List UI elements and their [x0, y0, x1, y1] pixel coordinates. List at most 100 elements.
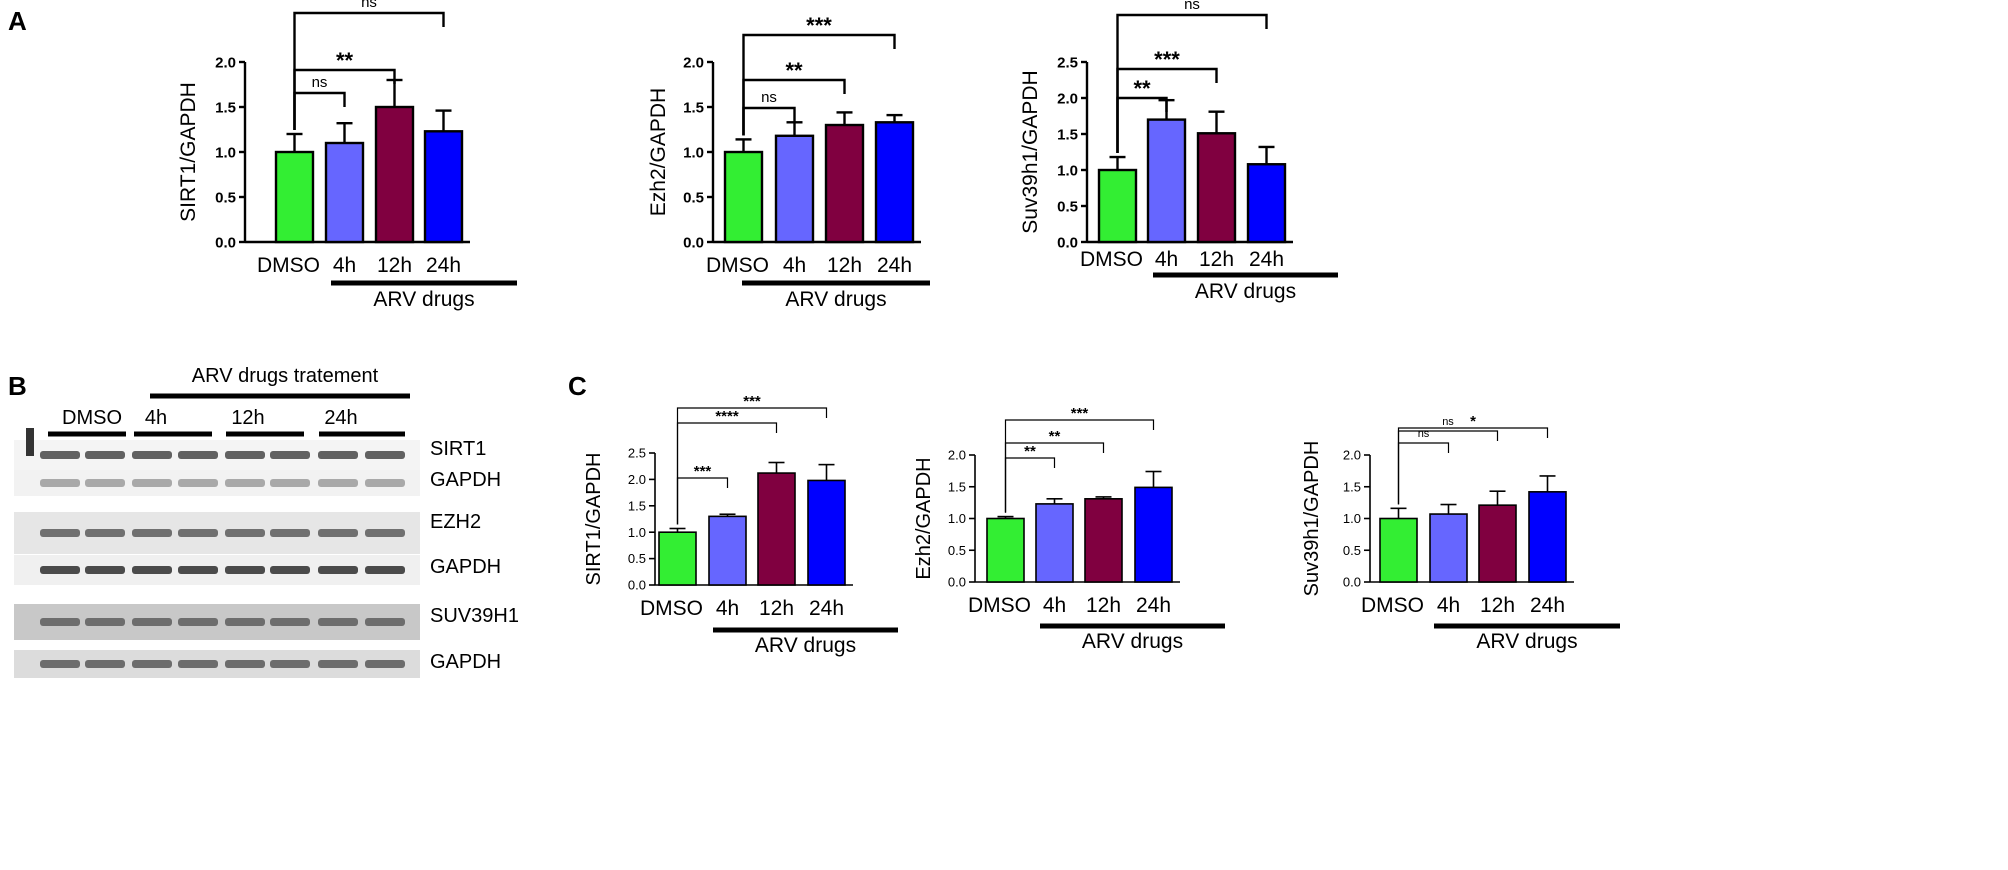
significance-bracket [1397, 430, 1499, 505]
blot-band [40, 660, 80, 668]
blot-band [365, 618, 405, 626]
x-tick-label: 24h [809, 597, 844, 620]
blot-row-label: GAPDH [430, 651, 501, 673]
blot-band [178, 451, 218, 459]
bar-24h [1246, 163, 1287, 244]
significance-bracket [1116, 13, 1268, 154]
y-tick-label: 2.0 [1057, 90, 1078, 107]
x-tick-label: 4h [783, 254, 806, 277]
y-tick-label: 2.0 [948, 448, 966, 463]
significance-bracket [742, 33, 896, 136]
blot-band [225, 479, 265, 487]
significance-label: ** [1049, 428, 1061, 445]
blot-band [365, 660, 405, 668]
bar-4h [774, 134, 815, 244]
significance-bracket [676, 407, 828, 525]
blot-row-label: GAPDH [430, 556, 501, 578]
x-tick-label: DMSO [640, 597, 703, 620]
blot-band [85, 566, 125, 574]
y-axis-label: Suv39h1/GAPDH [1301, 441, 1323, 597]
blot-band [365, 479, 405, 487]
blot-band [85, 529, 125, 537]
blot-band [365, 451, 405, 459]
significance-label: *** [806, 13, 832, 38]
x-tick-label: 12h [1199, 248, 1234, 271]
group-label: ARV drugs [755, 634, 856, 657]
x-tick-label: 24h [877, 254, 912, 277]
significance-label: *** [694, 463, 712, 480]
y-axis-label: Ezh2/GAPDH [647, 88, 670, 216]
blot-row-sirt1: SIRT1 [14, 438, 486, 470]
y-tick-label: 1.0 [1343, 511, 1361, 526]
x-tick-label: 24h [426, 254, 461, 277]
blot-band [270, 566, 310, 574]
bar-dmso [986, 517, 1025, 583]
blot-row-label: EZH2 [430, 511, 481, 533]
y-tick-label: 1.5 [1343, 479, 1361, 494]
significance-bracket [293, 91, 346, 130]
blot-band [225, 566, 265, 574]
significance-label: ** [336, 48, 354, 73]
significance-label: *** [1154, 47, 1180, 72]
x-tick-label: DMSO [706, 254, 769, 277]
bar-4h [1035, 503, 1074, 583]
y-tick-label: 0.0 [215, 234, 236, 251]
x-tick-label: DMSO [257, 254, 320, 277]
bar-12h [757, 472, 796, 586]
lane-group-label: 4h [145, 407, 167, 429]
x-tick-label: DMSO [1361, 594, 1424, 617]
y-tick-label: 1.0 [683, 144, 704, 161]
y-tick-label: 2.0 [1343, 448, 1361, 463]
y-tick-label: 1.5 [683, 99, 704, 116]
blot-band [318, 618, 358, 626]
y-axis-label: SIRT1/GAPDH [583, 453, 605, 586]
y-tick-label: 0.0 [948, 575, 966, 590]
blot-band [318, 566, 358, 574]
lane-group-label: DMSO [62, 407, 122, 429]
bar-chart-sirt1-gapdh: 0.0 0.5 1.0 1.5 2.0 SIRT1/GAPDH DMSO 4h 12h 24h AR… [177, 0, 517, 311]
blot-band [132, 479, 172, 487]
y-axis-label: Ezh2/GAPDH [913, 457, 935, 579]
bar-12h [824, 123, 865, 244]
group-label: ARV drugs [1082, 630, 1183, 653]
charts: 0.0 0.5 1.0 1.5 2.0 SIRT1/GAPDH DMSO 4h 12h 24h AR… [177, 0, 1620, 657]
blot-band [40, 566, 80, 574]
significance-label: ns [361, 0, 377, 11]
bar-dmso [1379, 517, 1418, 583]
blot-band [270, 479, 310, 487]
bar-12h [374, 105, 415, 244]
y-tick-label: 1.5 [948, 479, 966, 494]
significance-label: ns [1184, 0, 1200, 13]
significance-label: ** [1024, 443, 1036, 460]
lane-group-label: 24h [324, 407, 357, 429]
blot-band [85, 451, 125, 459]
y-tick-label: 1.5 [1057, 126, 1078, 143]
blot-band [225, 660, 265, 668]
y-tick-label: 2.0 [628, 472, 646, 487]
bar-dmso [274, 150, 315, 244]
blot-band [365, 529, 405, 537]
blot-band [40, 529, 80, 537]
x-tick-label: 12h [377, 254, 412, 277]
bar-dmso [1097, 168, 1138, 244]
y-tick-label: 1.5 [628, 498, 646, 513]
significance-label: ns [1418, 428, 1430, 440]
blot-band [270, 618, 310, 626]
y-tick-label: 0.5 [683, 189, 704, 206]
blot-row-gapdh: GAPDH [14, 469, 501, 496]
bar-24h [807, 479, 846, 586]
group-label: ARV drugs [1476, 630, 1577, 653]
y-tick-label: 0.5 [215, 189, 236, 206]
significance-label: ** [1133, 76, 1151, 101]
bar-12h [1084, 498, 1123, 583]
bar-12h [1478, 504, 1517, 583]
bar-chart-sirt1-gapdh: 0.0 0.5 1.0 1.5 2.0 2.5 SIRT1/GAPDH DMSO 4h 12h 24… [583, 393, 898, 657]
bar-24h [1528, 491, 1567, 583]
blot-band [178, 618, 218, 626]
blot-band [270, 451, 310, 459]
bar-chart-suv39h1-gapdh: 0.0 0.5 1.0 1.5 2.0 Suv39h1/GAPDH DMSO 4h 12h 24h… [1301, 413, 1620, 653]
significance-label: ns [312, 74, 328, 91]
bar-4h [1429, 513, 1468, 583]
group-label: ARV drugs [373, 288, 474, 311]
